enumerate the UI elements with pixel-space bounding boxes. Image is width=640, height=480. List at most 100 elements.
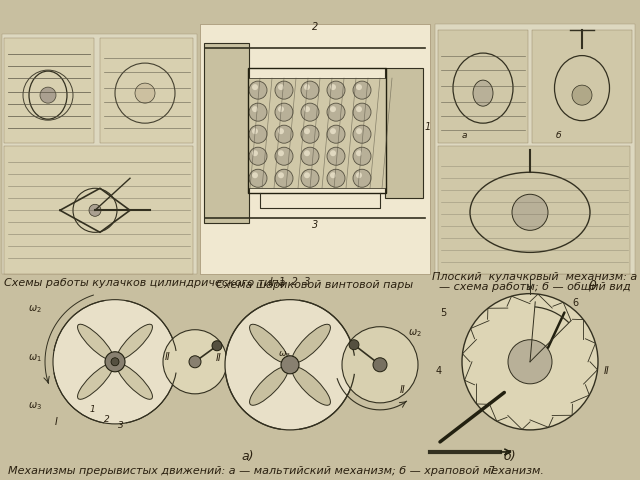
- Circle shape: [275, 81, 293, 99]
- Ellipse shape: [473, 80, 493, 106]
- Circle shape: [330, 84, 336, 90]
- Circle shape: [330, 172, 336, 178]
- Circle shape: [330, 106, 336, 112]
- Circle shape: [356, 128, 362, 134]
- Circle shape: [356, 172, 362, 178]
- Circle shape: [249, 81, 267, 99]
- Circle shape: [462, 294, 598, 430]
- Circle shape: [275, 103, 293, 121]
- Circle shape: [342, 327, 418, 403]
- Circle shape: [275, 147, 293, 165]
- Circle shape: [252, 84, 258, 90]
- Circle shape: [512, 194, 548, 230]
- Ellipse shape: [77, 364, 113, 399]
- Ellipse shape: [250, 367, 288, 405]
- FancyBboxPatch shape: [200, 24, 430, 275]
- Circle shape: [212, 341, 222, 351]
- Circle shape: [304, 106, 310, 112]
- Circle shape: [163, 330, 227, 394]
- Circle shape: [353, 125, 371, 143]
- Circle shape: [327, 147, 345, 165]
- Circle shape: [349, 340, 359, 350]
- FancyBboxPatch shape: [204, 43, 249, 223]
- Circle shape: [278, 150, 284, 156]
- Text: а): а): [242, 450, 254, 463]
- Circle shape: [275, 169, 293, 187]
- Text: $\omega_1$: $\omega_1$: [28, 352, 42, 363]
- Ellipse shape: [117, 324, 152, 360]
- Circle shape: [252, 172, 258, 178]
- Text: 2: 2: [312, 22, 318, 32]
- Circle shape: [330, 150, 336, 156]
- Text: 6: 6: [572, 298, 578, 308]
- Circle shape: [301, 169, 319, 187]
- Ellipse shape: [292, 367, 330, 405]
- Text: $\omega_2$: $\omega_2$: [408, 327, 422, 338]
- Text: II: II: [165, 352, 171, 362]
- Circle shape: [278, 84, 284, 90]
- Circle shape: [353, 81, 371, 99]
- Circle shape: [301, 125, 319, 143]
- Circle shape: [275, 125, 293, 143]
- Circle shape: [135, 83, 155, 103]
- Text: I  1  2  3: I 1 2 3: [270, 276, 310, 287]
- Text: $\omega_2$: $\omega_2$: [28, 304, 42, 315]
- Text: $\theta$: $\theta$: [588, 278, 597, 293]
- FancyBboxPatch shape: [4, 146, 193, 275]
- Ellipse shape: [250, 324, 288, 363]
- Circle shape: [252, 150, 258, 156]
- Text: Плоский  кулачковый  механизм: а: Плоский кулачковый механизм: а: [433, 272, 637, 282]
- FancyBboxPatch shape: [248, 78, 386, 188]
- Circle shape: [252, 106, 258, 112]
- FancyBboxPatch shape: [438, 146, 630, 275]
- Circle shape: [304, 172, 310, 178]
- Text: 7: 7: [488, 466, 494, 476]
- Text: II: II: [216, 353, 221, 363]
- Circle shape: [111, 358, 119, 366]
- Ellipse shape: [77, 324, 113, 360]
- Circle shape: [373, 358, 387, 372]
- Text: Схема шариковой винтовой пары: Схема шариковой винтовой пары: [216, 280, 413, 290]
- Circle shape: [40, 87, 56, 103]
- Circle shape: [225, 300, 355, 430]
- Circle shape: [356, 150, 362, 156]
- Circle shape: [278, 128, 284, 134]
- Ellipse shape: [117, 364, 152, 399]
- FancyBboxPatch shape: [2, 34, 197, 275]
- Text: II: II: [604, 366, 610, 376]
- Circle shape: [304, 128, 310, 134]
- Circle shape: [508, 340, 552, 384]
- Circle shape: [301, 147, 319, 165]
- Text: Механизмы прерывистых движений: а — мальтийский механизм; б — храповой механизм.: Механизмы прерывистых движений: а — маль…: [8, 466, 544, 476]
- Circle shape: [89, 204, 101, 216]
- FancyBboxPatch shape: [100, 38, 193, 143]
- Circle shape: [53, 300, 177, 424]
- Circle shape: [189, 356, 201, 368]
- Circle shape: [249, 125, 267, 143]
- Text: II: II: [400, 385, 406, 395]
- Circle shape: [353, 147, 371, 165]
- Circle shape: [356, 84, 362, 90]
- Text: б: б: [556, 131, 561, 140]
- Text: $\omega_3$: $\omega_3$: [28, 400, 42, 412]
- Circle shape: [301, 103, 319, 121]
- Text: а: а: [462, 131, 467, 140]
- Text: 1: 1: [90, 405, 96, 414]
- Text: 5: 5: [440, 308, 446, 318]
- Circle shape: [572, 85, 592, 105]
- Text: — схема работы; б — общий вид: — схема работы; б — общий вид: [439, 282, 631, 292]
- Text: Схемы работы кулачков цилиндрического типа: Схемы работы кулачков цилиндрического ти…: [4, 277, 285, 288]
- Text: 1: 1: [425, 122, 431, 132]
- Circle shape: [249, 169, 267, 187]
- Circle shape: [249, 147, 267, 165]
- Circle shape: [249, 103, 267, 121]
- Text: 3: 3: [118, 421, 124, 430]
- Circle shape: [105, 352, 125, 372]
- Circle shape: [327, 103, 345, 121]
- Circle shape: [252, 128, 258, 134]
- Circle shape: [278, 172, 284, 178]
- FancyBboxPatch shape: [435, 24, 635, 275]
- Circle shape: [330, 128, 336, 134]
- Circle shape: [327, 81, 345, 99]
- Circle shape: [278, 106, 284, 112]
